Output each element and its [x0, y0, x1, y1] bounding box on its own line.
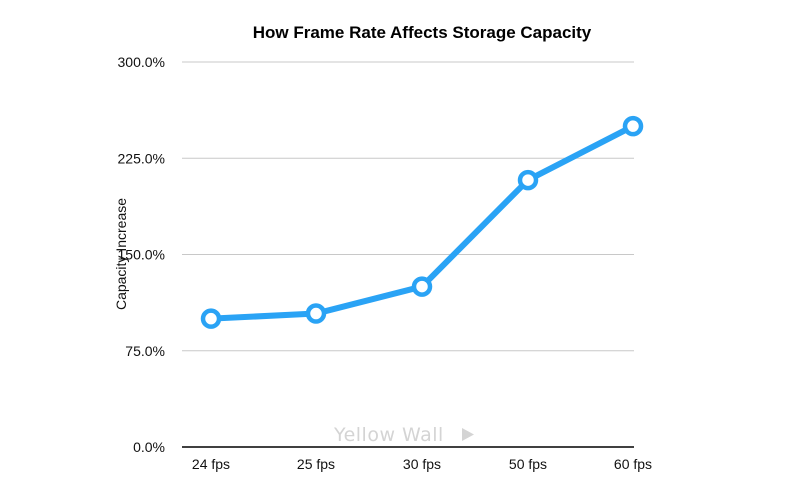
data-point — [517, 169, 539, 191]
y-tick-label: 225.0% — [118, 150, 165, 166]
watermark: Yellow Wall — [333, 424, 474, 446]
x-tick-labels: 24 fps 25 fps 30 fps 50 fps 60 fps — [192, 456, 652, 472]
y-tick-label: 75.0% — [125, 343, 165, 359]
y-tick-label: 0.0% — [133, 439, 165, 455]
y-tick-labels: 0.0% 75.0% 150.0% 225.0% 300.0% — [118, 54, 165, 455]
y-tick-label: 150.0% — [118, 247, 165, 263]
data-point — [411, 276, 433, 297]
y-tick-label: 300.0% — [118, 54, 165, 70]
y-axis-label: Capacity Increase — [113, 198, 129, 310]
data-points — [200, 115, 644, 329]
watermark-text: Yellow Wall — [333, 424, 444, 446]
x-tick-label: 60 fps — [614, 456, 652, 472]
gridlines — [182, 61, 634, 352]
x-tick-label: 30 fps — [403, 456, 441, 472]
data-point — [305, 303, 327, 324]
x-tick-label: 25 fps — [297, 456, 335, 472]
x-tick-label: 50 fps — [509, 456, 547, 472]
x-tick-label: 24 fps — [192, 456, 230, 472]
data-point — [622, 115, 644, 137]
play-icon — [462, 428, 474, 441]
data-point — [200, 308, 222, 329]
chart-title: How Frame Rate Affects Storage Capacity — [253, 23, 592, 42]
